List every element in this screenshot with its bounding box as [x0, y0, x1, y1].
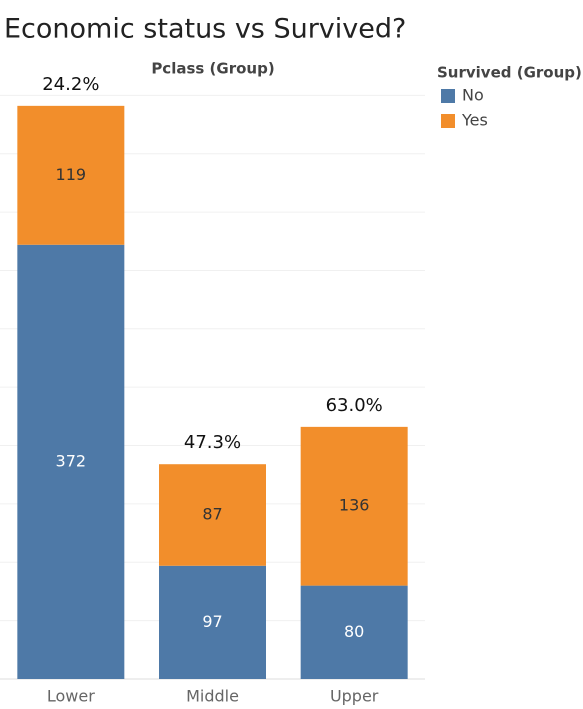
x-tick-label: Lower [47, 687, 95, 706]
legend-swatch [441, 89, 455, 103]
segment-label: 136 [339, 496, 370, 515]
bar-segment [300, 426, 408, 586]
rate-label: 63.0% [326, 395, 383, 416]
legend-label: No [462, 86, 484, 105]
chart-title: Economic status vs Survived? [4, 14, 406, 45]
x-tick-label: Upper [330, 687, 379, 706]
legend-title: Survived (Group) [437, 64, 582, 82]
rate-label: 47.3% [184, 432, 241, 453]
segment-label: 97 [202, 612, 222, 631]
legend-swatch [441, 114, 455, 128]
segment-label: 119 [56, 165, 87, 184]
x-tick-label: Middle [186, 687, 239, 706]
rate-label: 24.2% [42, 74, 99, 95]
segment-label: 372 [56, 451, 87, 470]
bar-segment [159, 565, 266, 679]
segment-label: 87 [202, 504, 222, 523]
segment-label: 80 [344, 622, 364, 641]
bar-segment [17, 244, 125, 679]
legend-label: Yes [461, 111, 488, 130]
bar-segment [300, 585, 408, 679]
bar-segment [159, 464, 266, 566]
column-header: Pclass (Group) [151, 60, 274, 78]
bar-segment [17, 105, 125, 245]
